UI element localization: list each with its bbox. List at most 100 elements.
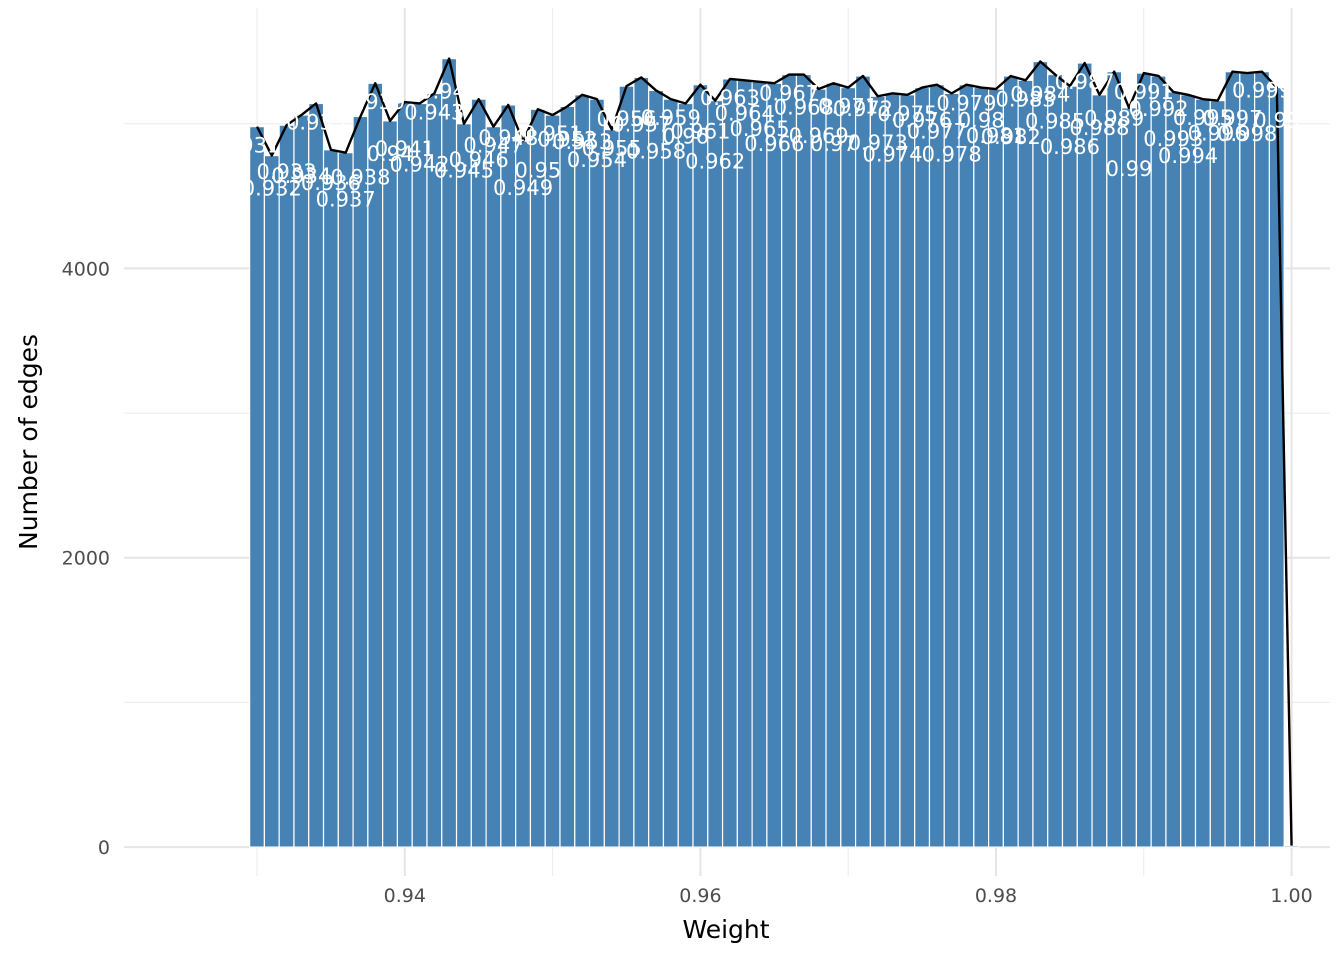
bar-value-label: 0.977 [907, 120, 967, 144]
bar-value-label: 0.995 [1173, 106, 1233, 130]
histogram-bar [485, 126, 502, 848]
bar-value-label: 0.94 [367, 142, 414, 166]
bar-value-label: 0.932 [242, 177, 302, 201]
bar-value-label: 0.958 [626, 139, 686, 163]
histogram-bar [1150, 75, 1167, 848]
x-axis-ticks: 0.94 0.96 0.98 1.00 [384, 885, 1313, 907]
bar-value-label: 0.95 [514, 158, 561, 182]
bar-value-label: 0.957 [611, 112, 671, 136]
bar-value-label: 0.967 [759, 82, 819, 106]
bar-value-label: 0.982 [981, 125, 1041, 149]
histogram-bar [1224, 71, 1241, 848]
histogram-bar [707, 99, 724, 848]
y-tick-label: 2000 [62, 548, 110, 570]
bar-value-label: 0.966 [744, 132, 804, 156]
bar-value-label: 0.943 [404, 100, 464, 124]
histogram-bar [840, 86, 857, 848]
bar-value-label: 0.934 [271, 164, 331, 188]
bar-value-label: 0.933 [257, 160, 317, 184]
histogram-bar [559, 105, 576, 848]
histogram-bar [899, 94, 916, 848]
bar-value-label: 0.971 [818, 95, 878, 119]
bar-value-label: 0.963 [700, 86, 760, 110]
bar-value-label: 0.964 [715, 101, 775, 125]
y-tick-label: 4000 [62, 258, 110, 280]
bar-value-label: 0.939 [345, 90, 405, 114]
bar-value-label: 0.989 [1084, 107, 1144, 131]
histogram-bar [825, 82, 842, 848]
histogram-bar [721, 78, 738, 848]
histogram-bar [1017, 79, 1034, 848]
histogram-bar [1135, 72, 1152, 848]
bar-value-label: 0.969 [789, 124, 849, 148]
histogram-bar [426, 92, 443, 848]
bar-value-label: 0.954 [567, 148, 627, 172]
histogram-bar [263, 154, 280, 848]
histogram-bar [810, 88, 827, 848]
histogram-bar [322, 149, 339, 848]
bar-value-label: 0.987 [1055, 70, 1115, 94]
bar-value-label: 0.972 [833, 97, 893, 121]
bar-value-label: 0.981 [966, 124, 1026, 148]
histogram-bar [308, 102, 325, 848]
bar-value-label: 0.936 [301, 171, 361, 195]
bar-value-label: 0.974 [862, 142, 922, 166]
histogram-bar [736, 79, 753, 848]
histogram-bar [884, 92, 901, 848]
histogram-bar [500, 104, 517, 848]
histogram-bar [869, 95, 886, 848]
bar-value-label: 0.991 [1114, 80, 1174, 104]
histogram-bar [987, 88, 1004, 848]
histogram-bar [1209, 99, 1226, 848]
bar-value-label: 0.947 [463, 134, 523, 158]
x-axis-title: Weight [682, 915, 769, 944]
histogram-bar [1002, 75, 1019, 848]
histogram-bar [1061, 85, 1078, 848]
bar-value-label: 0.953 [552, 130, 612, 154]
histogram-bar [352, 115, 369, 848]
bar-value-label: 0.962 [685, 150, 745, 174]
bar-value-label: 0.956 [596, 107, 656, 131]
bar-value-label: 0.961 [670, 120, 730, 144]
histogram-bar [293, 114, 310, 848]
histogram-bar [1047, 73, 1064, 848]
histogram-bar [662, 98, 679, 848]
bar-value-label: 0.948 [478, 126, 538, 150]
bar-value-label: 0.99 [1253, 109, 1300, 133]
bar-value-label: 0.976 [892, 109, 952, 133]
bar-value-label: 0.978 [922, 142, 982, 166]
bar-value-label: 0.942 [390, 152, 450, 176]
histogram-bar [1283, 845, 1300, 848]
bar-value-label: 0.992 [1128, 97, 1188, 121]
histogram-bar [928, 84, 945, 848]
histogram-bar [1106, 71, 1123, 848]
histogram-bar [515, 140, 532, 848]
histogram-bar [973, 86, 990, 848]
histogram-bar [781, 73, 798, 848]
bar-value-label: 0.983 [995, 87, 1055, 111]
histogram-bar [633, 76, 650, 848]
histogram-bar [1254, 71, 1271, 848]
histogram-bar [455, 123, 472, 848]
bar-value-label: 0.999 [1232, 79, 1292, 103]
bar-value-label: 0.944 [419, 80, 479, 104]
bar-value-label: 0.997 [1202, 107, 1262, 131]
bar-value-label: 0.96 [662, 124, 709, 148]
histogram-bar [943, 92, 960, 848]
histogram-bar [1194, 98, 1211, 848]
histogram-bar [249, 126, 266, 848]
bar-value-labels: .9310.9320.9330.9340.9350.9360.9370.9380… [234, 70, 1301, 212]
x-tick-label: 0.98 [975, 885, 1017, 907]
bar-value-label: 0.968 [774, 96, 834, 120]
histogram-bar [854, 75, 871, 848]
bar-value-label: .931 [234, 134, 281, 158]
bar-value-label: 0.97 [810, 132, 857, 156]
histogram-bar [692, 84, 709, 848]
histogram-bar [337, 152, 354, 848]
bar-value-label: 0.965 [729, 117, 789, 141]
histogram-bar [603, 128, 620, 848]
bars [249, 58, 1300, 848]
histogram-bar [470, 98, 487, 848]
histogram-bar [529, 108, 546, 848]
